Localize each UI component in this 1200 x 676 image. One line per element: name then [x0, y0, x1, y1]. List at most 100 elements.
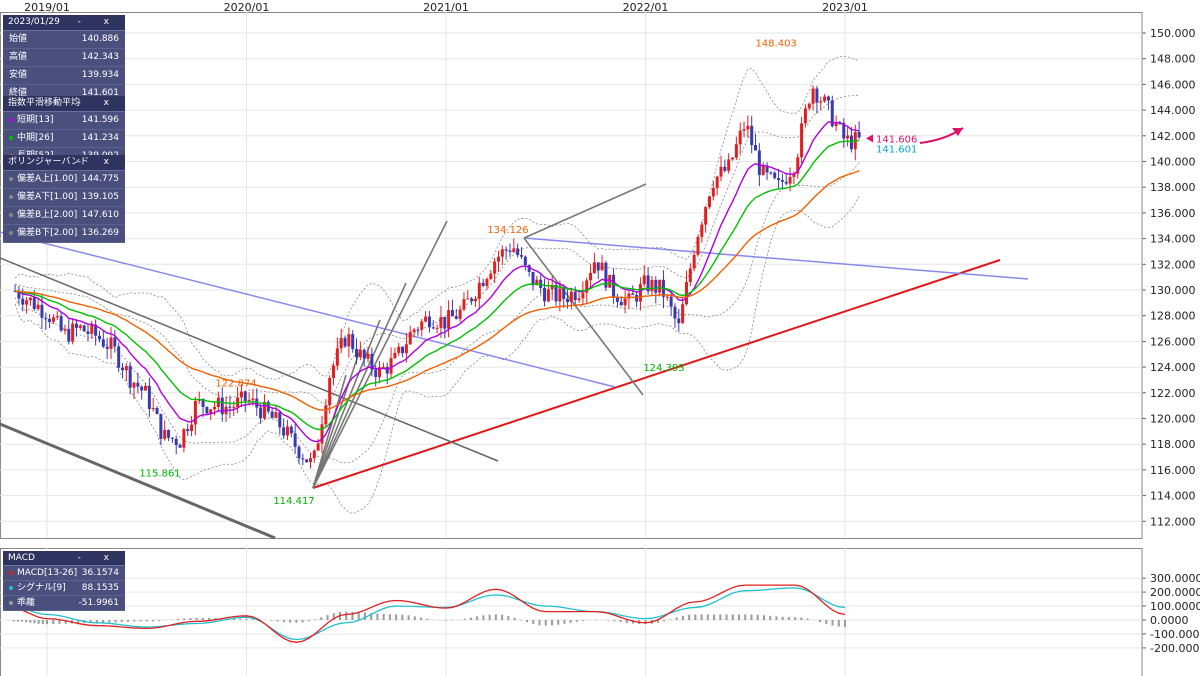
price-annotations: 148.403 115.861 114.417 122.874 134.126 124.3… [139, 39, 917, 508]
candle-body [159, 414, 163, 439]
candle-body [274, 412, 278, 418]
panel-controls[interactable]: - x [77, 17, 119, 27]
candle-body [792, 173, 796, 177]
y-tick-label: 142.000 [1150, 130, 1196, 143]
candle-body [228, 406, 232, 408]
candle-body [481, 282, 485, 287]
candle-body [121, 367, 125, 371]
candle-body [48, 318, 52, 322]
candle-body [619, 301, 623, 306]
candle-body [378, 367, 382, 378]
candle-body [324, 405, 328, 425]
candle-body [485, 278, 489, 287]
y-tick-label: 114.000 [1150, 490, 1196, 503]
candle-body [788, 176, 792, 184]
macd-hist-bar [681, 615, 684, 620]
ema-lines [14, 121, 860, 443]
macd-hist-bar [669, 619, 672, 620]
candle-body [646, 275, 650, 292]
macd-hist-bar [320, 617, 323, 620]
macd-hist-bar [64, 620, 67, 624]
signal-line [13, 587, 846, 641]
gray-channel-lower [0, 422, 276, 540]
y-tick-label: 138.000 [1150, 181, 1196, 194]
candle-body [623, 298, 627, 306]
y-tick-label: 132.000 [1150, 258, 1196, 271]
candle-body [658, 279, 662, 293]
label-current-pink: 141.606 [876, 134, 917, 145]
candle-body [97, 335, 101, 340]
candle-body [351, 334, 355, 350]
macd-hist-bar [756, 614, 759, 620]
panel-controls[interactable]: - x [77, 98, 119, 108]
macd-hist-bar [725, 614, 728, 620]
macd-hist-bar [469, 617, 472, 620]
candle-body [592, 262, 596, 274]
candle-body [213, 406, 217, 410]
candle-body [466, 298, 470, 300]
candle-body [63, 328, 67, 331]
macd-hist-bar [738, 614, 741, 620]
bb-b-lower [14, 196, 860, 514]
gann-fan2-line-1 [523, 237, 644, 396]
y-tick-label: 128.000 [1150, 310, 1196, 323]
candle-body [362, 349, 366, 359]
macd-hist-bar [295, 620, 298, 623]
panel-controls[interactable]: - x [77, 157, 119, 167]
candle-body [443, 317, 447, 329]
candle-body [807, 103, 811, 109]
macd-hist-bar [731, 614, 734, 620]
candle-body [163, 429, 167, 439]
candle-body [74, 323, 78, 328]
candle-body [339, 337, 343, 349]
candle-body [447, 310, 451, 329]
candle-body [738, 130, 742, 145]
candle-body [750, 125, 754, 146]
candle-body [243, 391, 247, 402]
candle-body [316, 443, 320, 451]
macd-hist-bar [388, 614, 391, 620]
macd-hist-bar [569, 620, 572, 623]
candle-body [826, 96, 830, 101]
macd-hist-bar [507, 616, 510, 620]
panel-controls[interactable]: - x [77, 553, 119, 563]
candle-body [178, 445, 182, 448]
blue-downtrend-line [0, 231, 616, 388]
candle-body [562, 288, 566, 299]
macd-hist-bar [675, 617, 678, 620]
bollinger-panel-title: ボリンジャーバンド [8, 157, 89, 167]
macd-hist-bar [151, 620, 154, 622]
ema-panel-title: 指数平滑移動平均 [8, 98, 81, 108]
candle-body [397, 346, 401, 353]
bollinger-panel-header: ボリンジャーバンド - x [3, 155, 125, 171]
ohlc-panel: 2023/01/29 - x 始値 140.886 高値 142.343 安値 139… [3, 15, 125, 103]
macd-hist-bar [102, 620, 105, 623]
macd-hist-bar [12, 620, 15, 622]
bollinger-panel: ボリンジャーバンド - x 偏差A上[1.00] 144.775 偏差A下[1.0… [3, 155, 125, 243]
candle-body [374, 369, 378, 378]
candle-body [301, 458, 305, 460]
candle-body [412, 329, 416, 332]
macd-hist-bar [557, 620, 560, 625]
candle-body [596, 262, 600, 271]
y-tick-label: 150.000 [1150, 27, 1196, 40]
ema-short-dot [9, 117, 13, 122]
candle-body [830, 100, 834, 127]
macd-chart: 300.0000200.0000100.00000.0000-100.0000-… [0, 572, 1200, 655]
candle-body [305, 459, 309, 463]
macd-hist-bar [307, 620, 310, 622]
candle-body [581, 292, 585, 299]
candle-body [44, 317, 48, 319]
candle-body [535, 279, 539, 286]
macd-hist-bar [501, 614, 504, 620]
macd-hist-bar [794, 617, 797, 620]
ema-long-line [15, 170, 860, 411]
macd-hist-bar [139, 620, 142, 622]
candle-body [167, 429, 171, 438]
y-tick-label: 146.000 [1150, 78, 1196, 91]
candle-body [124, 366, 128, 371]
macd-hist-bar [488, 614, 491, 620]
macd-hist-bar [413, 616, 416, 620]
ema-row-short: 短期[13] 141.596 [3, 112, 125, 130]
candle-body [343, 337, 347, 347]
